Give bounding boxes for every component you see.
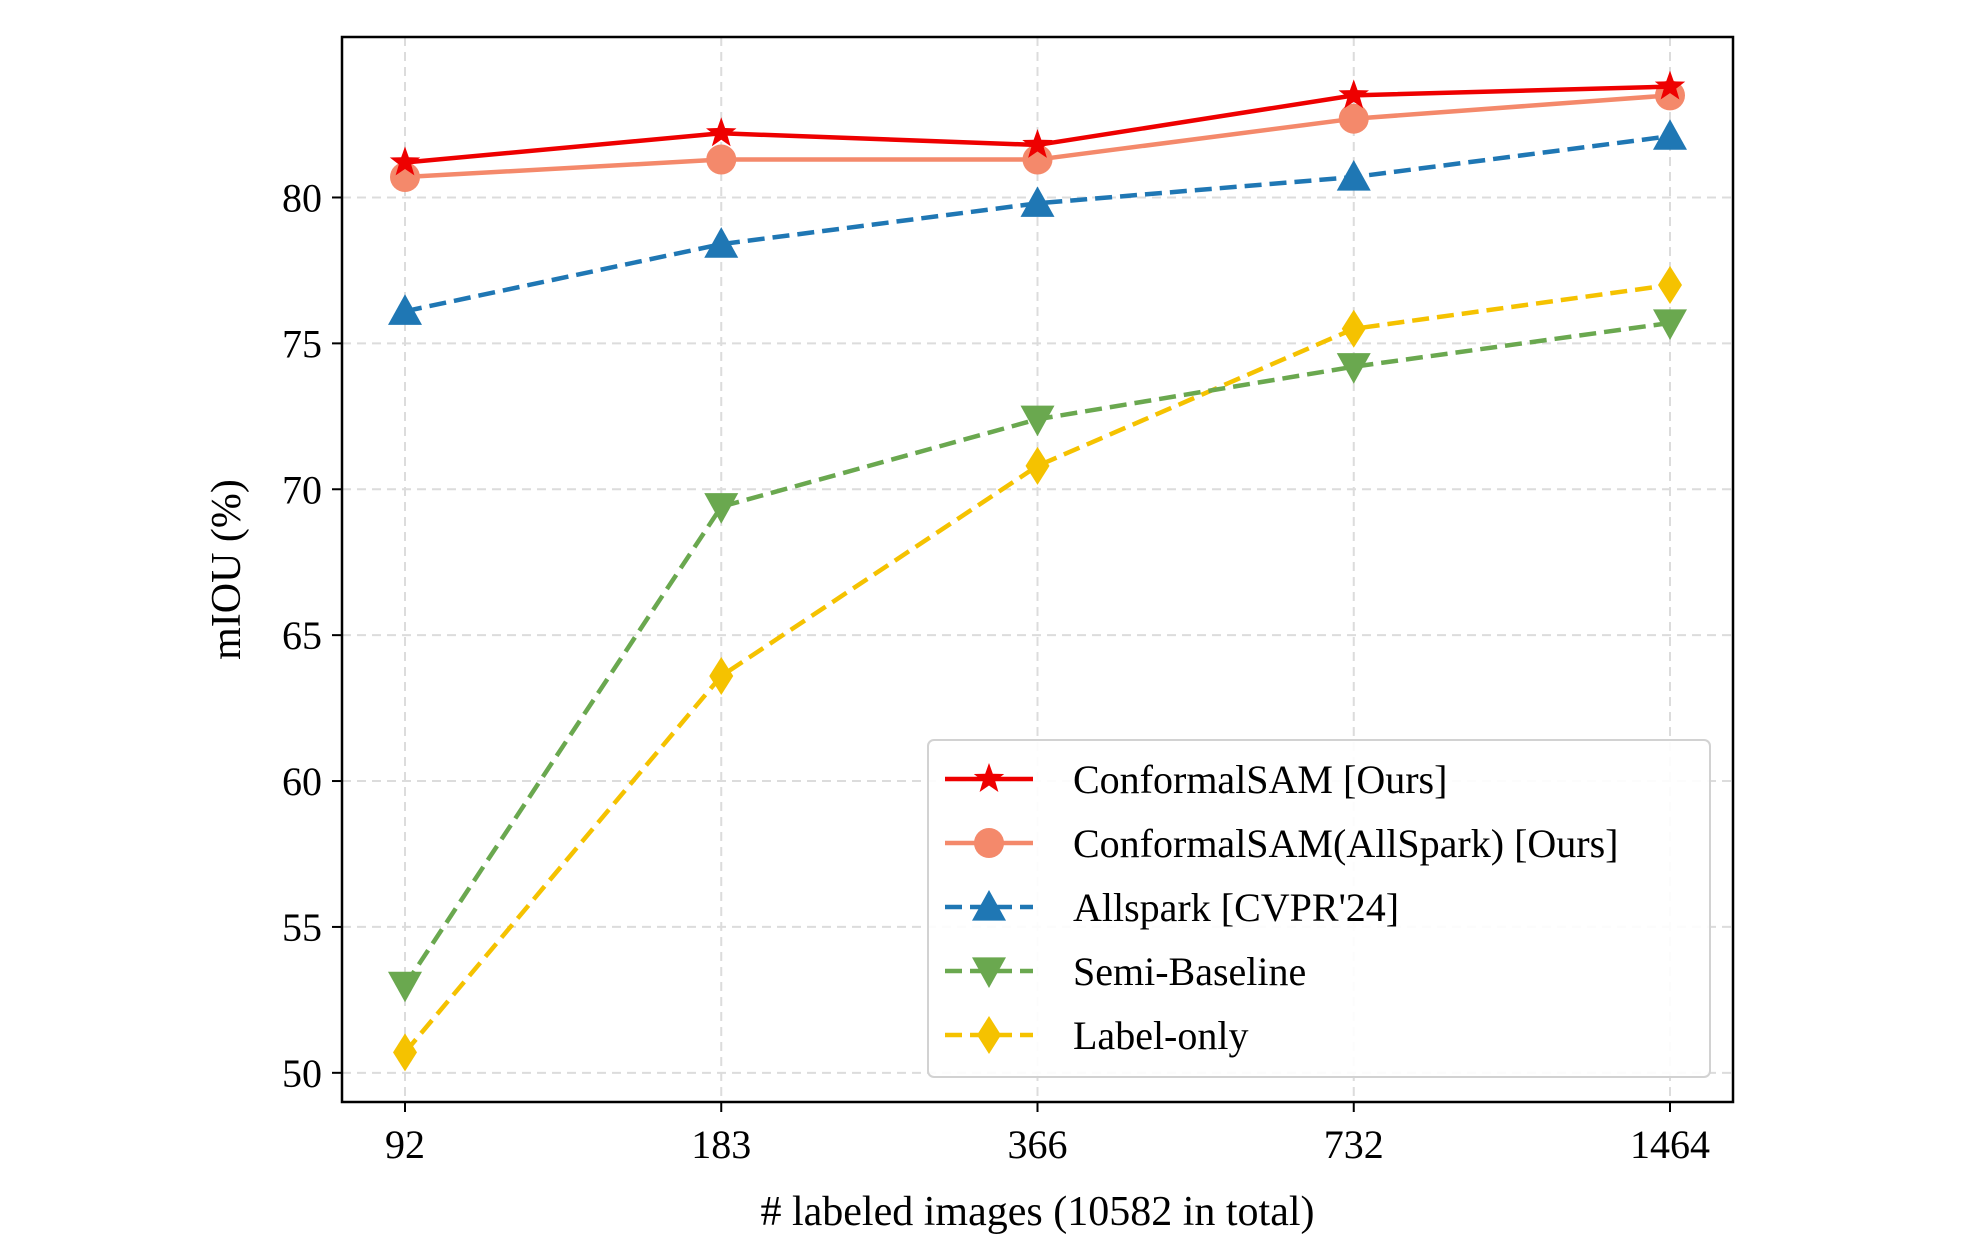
series-label-only [393,266,1682,1072]
x-tick-label: 1464 [1630,1122,1710,1167]
data-point [389,146,421,176]
legend-label: Semi-Baseline [1073,949,1306,994]
y-tick-label: 75 [282,321,322,366]
data-point [1020,186,1055,217]
y-tick-label: 65 [282,613,322,658]
legend-label: Allspark [CVPR'24] [1073,885,1399,930]
series-line [404,133,1671,314]
series-line [403,282,1671,1054]
legend-marker [974,828,1004,858]
y-axis-title: mIOU (%) [204,479,250,660]
data-point [704,493,739,524]
data-point [1341,309,1366,348]
ticks: 92 183 366 732 1464 50 55 60 65 70 75 80 [282,175,1710,1167]
legend-entry: Allspark [CVPR'24] [945,885,1399,930]
legend-entry: ConformalSAM(AllSpark) [Ours] [945,821,1619,866]
data-point [1654,70,1686,100]
legend-marker [973,763,1005,792]
legend-box [927,739,1711,1078]
x-tick-label: 366 [1008,1122,1068,1167]
data-point [1653,309,1687,340]
legend-label: ConformalSAM(AllSpark) [Ours] [1073,821,1619,866]
data-point [388,294,422,325]
x-tick-label: 732 [1324,1122,1384,1167]
data-point [1338,79,1369,109]
series-allspark-cvpr-24 [388,119,1687,325]
data-point [706,144,737,175]
legend-entry: Label-only [945,1013,1249,1058]
legend-entry: Semi-Baseline [945,949,1306,994]
legend-marker [972,957,1006,988]
data-point [1020,405,1055,437]
legend-marker [977,1016,1001,1054]
y-tick-label: 70 [282,467,322,512]
legend: ConformalSAM [Ours] ConformalSAM(AllSpark… [927,739,1711,1078]
data-point [388,971,422,1003]
legend-label: ConformalSAM [Ours] [1073,757,1447,802]
data-point [709,657,734,695]
legend-marker [972,890,1006,921]
y-tick-label: 55 [282,905,322,950]
data-point [1338,103,1369,134]
legend-label: Label-only [1073,1013,1249,1058]
series-semi-baseline [388,309,1687,1003]
x-tick-label: 92 [385,1122,425,1167]
data-point [704,227,739,258]
series-conformalsam-ours [389,70,1686,176]
series-layer [388,70,1687,1072]
y-tick-label: 50 [282,1051,322,1096]
legend-entry: ConformalSAM [Ours] [945,757,1447,802]
data-point [1658,266,1682,305]
data-point [1653,119,1687,150]
x-axis-title: # labeled images (10582 in total) [760,1189,1314,1235]
data-point [706,117,737,147]
y-tick-label: 60 [282,759,322,804]
data-point [1336,353,1371,384]
y-tick-label: 80 [282,175,322,220]
data-point [393,1033,417,1072]
data-point [1025,446,1050,485]
x-tick-label: 183 [691,1122,751,1167]
data-point [1022,128,1053,158]
data-point [1336,160,1371,191]
